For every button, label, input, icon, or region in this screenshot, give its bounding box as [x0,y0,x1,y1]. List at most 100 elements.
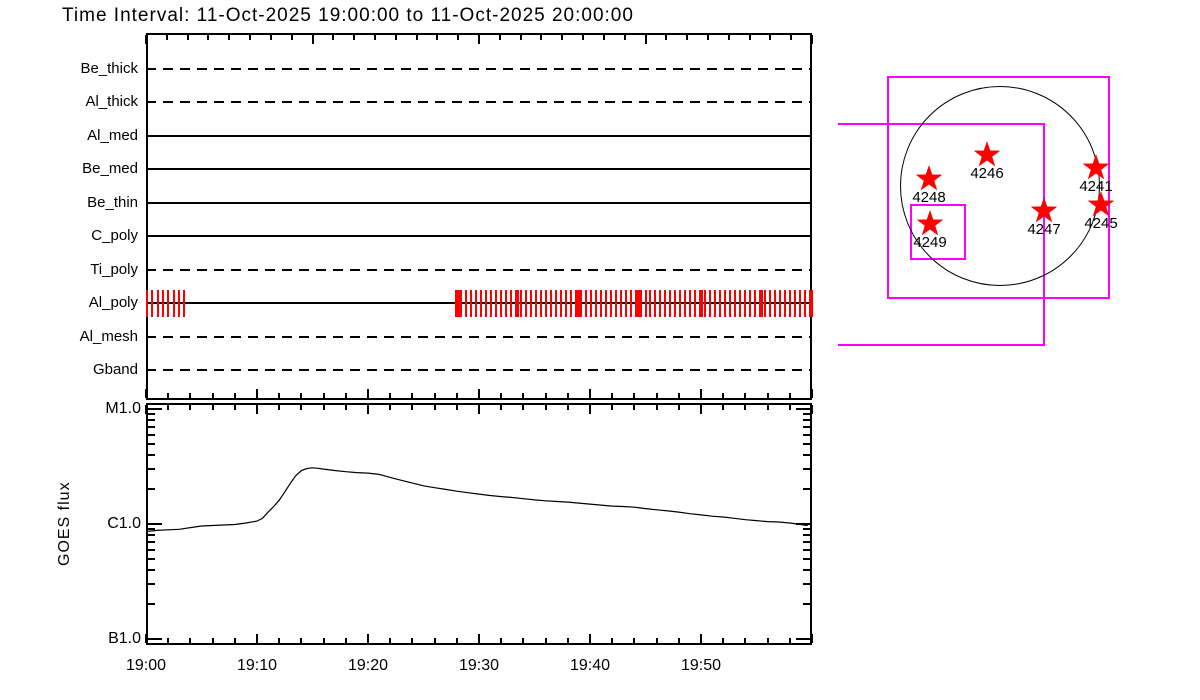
axis-tick-x [411,638,414,643]
sun-disk [900,86,1100,286]
channel-label: Al_thick [85,93,138,111]
axis-tick-x [436,35,439,40]
exposure-tick [584,289,587,317]
axis-tick-x [633,405,636,410]
exposure-tick [544,289,547,317]
axis-tick-x [311,35,314,44]
axis-tick-y [803,583,810,586]
exposure-tick [784,289,787,317]
axis-tick-x [686,35,689,40]
active-region-label: 4246 [970,165,1004,182]
exposure-tick [499,289,502,317]
axis-tick-x [165,35,168,40]
axis-tick-x [145,405,147,414]
goes-xtick-label: 19:30 [458,657,500,674]
axis-tick-x [788,405,791,410]
exposure-tick [734,289,737,317]
active-region-label: 4249 [913,234,947,251]
exposure-tick-bold [758,289,763,317]
axis-tick-x [211,393,214,398]
axis-tick-x [522,638,525,643]
axis-tick-y [148,568,155,571]
exposure-tick-bold [699,289,703,317]
channel-label: Al_poly [88,294,138,312]
axis-tick-x [211,638,214,643]
exposure-tick [679,289,682,317]
axis-tick-x [256,634,258,643]
axis-tick-x [700,405,702,414]
axis-tick-x [207,35,210,40]
star-shape [915,165,943,191]
axis-tick-y [148,548,155,551]
axis-tick-y [796,638,810,640]
exposure-tick [649,289,652,317]
axis-tick-x [269,35,272,40]
axis-tick-x [748,35,751,40]
axis-tick-x [478,35,480,44]
axis-tick-x [633,393,636,398]
axis-tick-y [803,419,810,422]
goes-ytick-label: M1.0 [105,400,141,417]
axis-tick-x [389,405,392,410]
exposure-tick [779,289,782,317]
exposure-tick [469,289,472,317]
active-region-star [1087,191,1115,217]
exposure-tick [729,289,732,317]
exposure-tick [146,289,149,317]
axis-tick-x [544,405,547,410]
exposure-tick [172,289,175,317]
axis-tick-x [389,393,392,398]
channel-label: Al_med [87,126,138,144]
star-shape [1087,191,1115,217]
axis-tick-x [811,405,813,414]
exposure-tick [494,289,497,317]
channel-row-line [146,134,812,137]
exposure-tick [744,289,747,317]
axis-tick-x [722,405,725,410]
axis-tick-x [290,35,293,40]
channel-row-line [146,335,812,338]
exposure-tick [634,289,637,317]
star-shape [916,210,944,236]
axis-tick-y [148,488,155,491]
channel-label: Gband [92,361,138,379]
star-shape [1030,197,1058,223]
active-region-star [1082,154,1110,180]
axis-tick-x [300,638,303,643]
axis-tick-x [727,35,730,40]
goes-flux-panel [146,403,812,645]
exposure-tick [769,289,772,317]
axis-tick-x [367,389,369,398]
exposure-tick [684,289,687,317]
axis-tick-y [796,523,810,525]
exposure-tick [644,289,647,317]
exposure-tick [674,289,677,317]
exposure-tick [489,289,492,317]
axis-tick-x [811,35,813,44]
axis-tick-y [803,603,810,606]
axis-tick-x [566,638,569,643]
axis-tick-x [644,35,647,44]
axis-tick-x [344,638,347,643]
axis-tick-x [722,393,725,398]
axis-tick-x [256,389,258,398]
active-region-label: 4241 [1079,178,1113,195]
axis-tick-x [455,393,458,398]
axis-tick-y [803,425,810,428]
axis-tick-x [300,393,303,398]
exposure-tick [629,289,632,317]
axis-tick-x [769,35,772,40]
axis-tick-x [233,393,236,398]
axis-tick-x [589,389,591,398]
channel-row-line [146,302,812,305]
axis-tick-y [803,468,810,471]
axis-tick-x [189,405,192,410]
axis-tick-y [148,408,162,410]
axis-tick-x [478,389,480,398]
exposure-tick [534,289,537,317]
axis-tick-x [677,393,680,398]
axis-tick-y [796,408,810,410]
star-shape [973,141,1001,167]
exposure-tick [654,289,657,317]
